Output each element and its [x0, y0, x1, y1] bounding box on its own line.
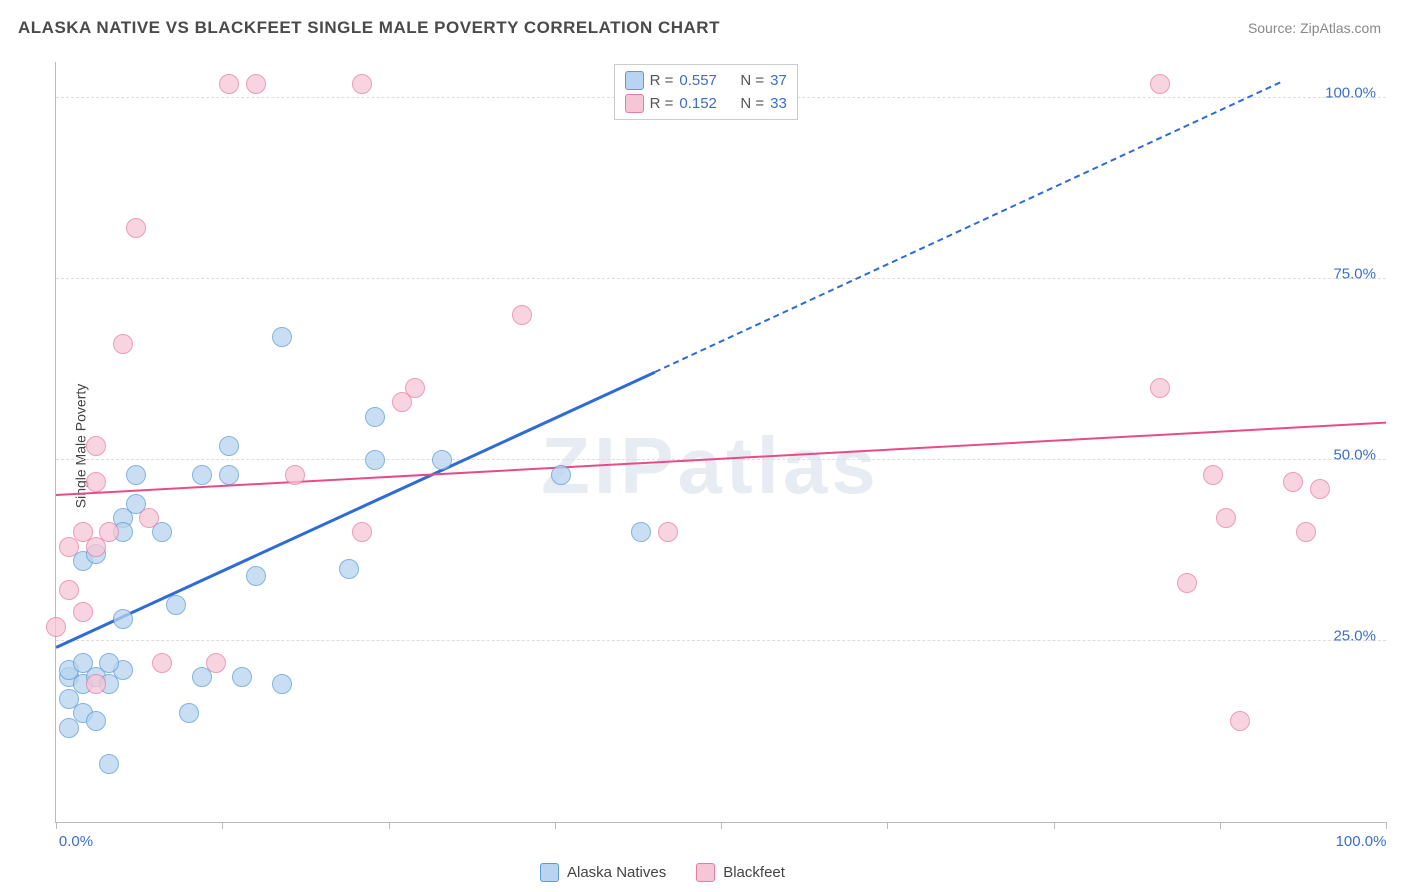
x-tick-label: 100.0% [1336, 833, 1387, 850]
data-point [113, 609, 133, 629]
legend-series-label: Alaska Natives [567, 864, 666, 881]
data-point [1296, 522, 1316, 542]
x-tick [555, 822, 556, 829]
x-tick [721, 822, 722, 829]
data-point [1177, 573, 1197, 593]
data-point [86, 711, 106, 731]
regression-line [654, 82, 1280, 373]
x-tick [1220, 822, 1221, 829]
x-tick [222, 822, 223, 829]
x-tick [1054, 822, 1055, 829]
gridline [56, 640, 1386, 641]
data-point [99, 522, 119, 542]
gridline [56, 278, 1386, 279]
data-point [432, 450, 452, 470]
data-point [1150, 74, 1170, 94]
legend-r-label: R = [650, 95, 674, 112]
data-point [219, 436, 239, 456]
data-point [339, 559, 359, 579]
data-point [1283, 472, 1303, 492]
data-point [365, 407, 385, 427]
data-point [365, 450, 385, 470]
data-point [139, 508, 159, 528]
data-point [166, 595, 186, 615]
data-point [285, 465, 305, 485]
data-point [192, 465, 212, 485]
data-point [352, 74, 372, 94]
data-point [86, 472, 106, 492]
data-point [272, 327, 292, 347]
legend-stats: R = 0.557 N = 37 R = 0.152 N = 33 [614, 64, 798, 120]
legend-swatch [625, 71, 644, 90]
data-point [551, 465, 571, 485]
data-point [206, 653, 226, 673]
data-point [46, 617, 66, 637]
data-point [232, 667, 252, 687]
chart-container: ALASKA NATIVE VS BLACKFEET SINGLE MALE P… [0, 0, 1406, 892]
legend-n-label: N = [740, 95, 764, 112]
data-point [512, 305, 532, 325]
data-point [1203, 465, 1223, 485]
y-tick-label: 100.0% [1325, 85, 1376, 102]
data-point [219, 74, 239, 94]
legend-n-value: 37 [770, 72, 787, 89]
data-point [152, 653, 172, 673]
chart-title: ALASKA NATIVE VS BLACKFEET SINGLE MALE P… [18, 18, 720, 38]
source-attribution: Source: ZipAtlas.com [1248, 20, 1381, 36]
data-point [658, 522, 678, 542]
x-tick [1386, 822, 1387, 829]
legend-item: Blackfeet [696, 863, 785, 882]
x-tick [389, 822, 390, 829]
legend-stats-row: R = 0.557 N = 37 [625, 69, 787, 92]
data-point [352, 522, 372, 542]
legend-stats-row: R = 0.152 N = 33 [625, 92, 787, 115]
x-tick-label: 0.0% [59, 833, 93, 850]
legend-n-label: N = [740, 72, 764, 89]
data-point [86, 674, 106, 694]
y-tick-label: 50.0% [1333, 447, 1376, 464]
legend-r-label: R = [650, 72, 674, 89]
data-point [86, 436, 106, 456]
legend-swatch [625, 94, 644, 113]
data-point [1230, 711, 1250, 731]
x-tick [56, 822, 57, 829]
legend-swatch [540, 863, 559, 882]
data-point [272, 674, 292, 694]
x-tick [887, 822, 888, 829]
data-point [246, 566, 266, 586]
data-point [99, 653, 119, 673]
legend-bottom: Alaska Natives Blackfeet [540, 863, 785, 882]
data-point [73, 522, 93, 542]
data-point [59, 580, 79, 600]
data-point [99, 754, 119, 774]
data-point [1150, 378, 1170, 398]
data-point [113, 334, 133, 354]
legend-r-value: 0.152 [679, 95, 734, 112]
legend-r-value: 0.557 [679, 72, 734, 89]
legend-series-label: Blackfeet [723, 864, 785, 881]
plot-area: ZIPatlas 25.0%50.0%75.0%100.0%0.0%100.0% [55, 62, 1386, 823]
data-point [126, 218, 146, 238]
y-tick-label: 75.0% [1333, 266, 1376, 283]
data-point [246, 74, 266, 94]
data-point [59, 718, 79, 738]
data-point [179, 703, 199, 723]
legend-swatch [696, 863, 715, 882]
data-point [73, 602, 93, 622]
y-tick-label: 25.0% [1333, 628, 1376, 645]
data-point [392, 392, 412, 412]
data-point [1216, 508, 1236, 528]
data-point [1310, 479, 1330, 499]
data-point [219, 465, 239, 485]
legend-item: Alaska Natives [540, 863, 666, 882]
data-point [631, 522, 651, 542]
legend-n-value: 33 [770, 95, 787, 112]
data-point [126, 465, 146, 485]
